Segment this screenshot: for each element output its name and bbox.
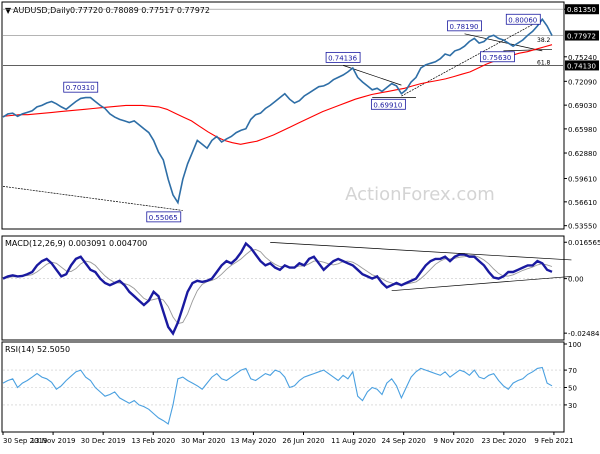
x-tick-label: 23 Dec 2020 bbox=[481, 437, 526, 445]
macd-layer bbox=[2, 241, 572, 336]
macd-trendline-top bbox=[270, 242, 572, 261]
price-tick-label: 0.75240 bbox=[568, 54, 597, 62]
level-tag-fib bbox=[565, 60, 599, 71]
fib-label: 61.8 bbox=[537, 59, 551, 66]
price-tick-label: 0.72090 bbox=[568, 78, 597, 86]
macd-panel-frame bbox=[1, 235, 565, 341]
x-tick-label: 30 Sep 2019 bbox=[3, 437, 47, 445]
x-tick-label: 11 Aug 2020 bbox=[331, 437, 376, 445]
x-tick-label: 13 Nov 2019 bbox=[31, 437, 76, 445]
rsi-tick-label: 50 bbox=[568, 385, 577, 393]
ohlc-label: 0.77720 0.78089 0.77517 0.77972 bbox=[70, 6, 210, 15]
price-annotation-label: 0.69910 bbox=[373, 101, 402, 109]
rsi-tick-label: 100 bbox=[568, 341, 581, 349]
price-tick-label: 0.59610 bbox=[568, 175, 597, 183]
price-annotation-box bbox=[325, 51, 361, 63]
level-tag-high-text: 0.81350 bbox=[567, 6, 596, 14]
fib-label: 38.2 bbox=[537, 37, 551, 44]
price-annotation-box bbox=[146, 211, 182, 223]
macd-tick-label: 0.016565 bbox=[568, 239, 600, 247]
x-tick-label: 24 Sep 2020 bbox=[381, 437, 425, 445]
price-tick-label: 0.69030 bbox=[568, 102, 597, 110]
x-tick-label: 13 Feb 2020 bbox=[131, 437, 175, 445]
price-line bbox=[2, 17, 553, 205]
price-annotation-box bbox=[505, 13, 541, 25]
price-annotation-box bbox=[480, 51, 515, 63]
rsi-tick-label: 30 bbox=[568, 402, 577, 410]
rsi-layer bbox=[2, 366, 563, 425]
current-price-text: 0.77972 bbox=[567, 33, 596, 41]
trendline-lower-dotted bbox=[2, 186, 183, 211]
macd-tick-label: -0.02484 bbox=[568, 330, 600, 338]
price-annotation-label: 0.70310 bbox=[66, 84, 95, 92]
macd-tick-label: 0.00 bbox=[568, 276, 584, 284]
price-tick-label: 0.53550 bbox=[568, 223, 597, 231]
trendline-support bbox=[503, 48, 553, 52]
price-tick-label: 0.56610 bbox=[568, 199, 597, 207]
macd-title: MACD(12,26,9) 0.003091 0.004700 bbox=[5, 239, 147, 248]
trendline-rising-dashed bbox=[401, 18, 543, 97]
level-tag-fib-text: 0.74130 bbox=[567, 62, 596, 70]
price-annotation-box bbox=[63, 81, 99, 93]
level-tag-high bbox=[565, 4, 599, 15]
rsi-line bbox=[2, 366, 553, 425]
price-tick-label: 0.65980 bbox=[568, 126, 597, 134]
instrument-label: AUDUSD,Daily bbox=[13, 6, 71, 15]
price-annotation-label: 0.55065 bbox=[149, 214, 178, 222]
x-tick-label: 13 May 2020 bbox=[231, 437, 277, 445]
x-tick-label: 9 Feb 2021 bbox=[534, 437, 573, 445]
rsi-panel-frame bbox=[1, 341, 565, 433]
price-annotation-label: 0.75630 bbox=[482, 54, 511, 62]
x-tick-label: 26 Jun 2020 bbox=[282, 437, 324, 445]
price-annotation-label: 0.80060 bbox=[508, 16, 537, 24]
price-annotation-label: 0.78190 bbox=[450, 23, 479, 31]
x-tick-label: 30 Dec 2019 bbox=[81, 437, 126, 445]
price-layer: 61.8 38.2 0.70310 0.55065 0.74136 0.69910 0.78… bbox=[2, 8, 563, 223]
x-tick-label: 9 Nov 2020 bbox=[434, 437, 474, 445]
watermark: ActionForex.com bbox=[345, 184, 495, 205]
price-annotation-box bbox=[447, 20, 482, 32]
axis-layer: 0.81350 0.75240 0.72090 0.69030 0.65980 0.628… bbox=[2, 4, 600, 445]
price-annotation-label: 0.74136 bbox=[328, 54, 357, 62]
rsi-tick-label: 70 bbox=[568, 367, 577, 375]
macd-trendline-bottom bbox=[391, 276, 572, 292]
trendline-upper bbox=[464, 33, 543, 52]
macd-signal-line bbox=[2, 249, 553, 325]
sma-line bbox=[2, 44, 553, 145]
chart-header-arrow: ▼ bbox=[5, 6, 12, 15]
price-annotation-box bbox=[370, 98, 406, 110]
macd-line bbox=[2, 241, 553, 336]
price-tick-label: 0.62880 bbox=[568, 150, 597, 158]
rsi-title: RSI(14) 52.5050 bbox=[5, 345, 70, 354]
x-tick-label: 30 Mar 2020 bbox=[181, 437, 225, 445]
current-price-tag bbox=[565, 30, 599, 41]
price-panel-frame bbox=[1, 1, 565, 230]
